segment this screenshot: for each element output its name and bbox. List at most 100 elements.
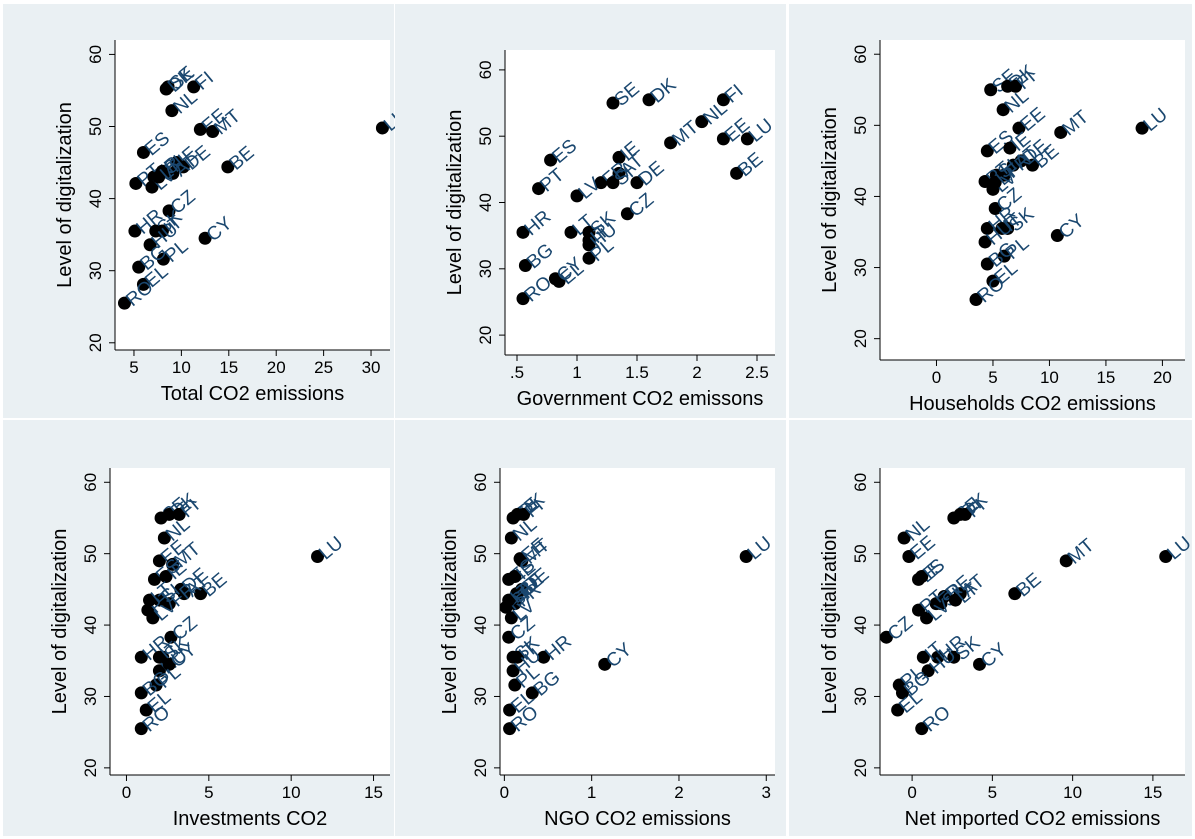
x-tick-label: 5: [204, 783, 213, 802]
data-point: [162, 657, 176, 671]
x-tick-label: 20: [1153, 368, 1172, 387]
data-point: [1054, 125, 1068, 139]
data-point: [206, 125, 220, 139]
data-point: [152, 664, 166, 678]
data-point: [544, 153, 558, 167]
data-point: [164, 630, 178, 644]
x-tick-label: 5: [129, 358, 138, 377]
y-tick-label: 20: [851, 758, 870, 777]
data-point: [159, 82, 173, 96]
data-point: [879, 630, 893, 644]
data-point: [739, 550, 753, 564]
data-point: [1026, 158, 1039, 172]
data-point: [193, 122, 207, 136]
data-point: [162, 597, 176, 611]
y-tick-label: 60: [471, 473, 490, 492]
x-tick-label: 20: [267, 358, 286, 377]
y-axis-title: Level of digitalization: [439, 529, 461, 715]
data-point: [948, 593, 962, 607]
y-tick-label: 60: [86, 45, 105, 64]
data-point: [730, 166, 744, 180]
x-axis-title: Households CO2 emissions: [909, 393, 1156, 415]
data-point: [973, 657, 987, 671]
x-tick-label: 10: [1040, 368, 1059, 387]
data-point: [1009, 79, 1023, 93]
data-point: [612, 150, 626, 164]
data-point: [515, 554, 529, 568]
data-point: [1003, 141, 1017, 155]
data-point: [516, 225, 530, 239]
data-point: [159, 570, 173, 584]
data-point: [1135, 121, 1149, 135]
data-point: [502, 630, 516, 644]
data-point: [157, 531, 171, 545]
data-point: [147, 572, 161, 586]
data-point: [162, 507, 176, 521]
data-point: [716, 93, 730, 107]
data-point: [143, 238, 157, 252]
data-point: [606, 176, 620, 190]
y-tick-label: 40: [81, 616, 100, 635]
data-point: [152, 650, 166, 664]
data-point: [988, 175, 1002, 189]
data-point: [996, 103, 1010, 117]
data-point: [152, 593, 166, 607]
data-point: [986, 274, 1000, 288]
x-tick-label: 15: [364, 783, 383, 802]
data-point: [620, 207, 634, 221]
data-point: [129, 176, 143, 190]
data-point: [162, 204, 176, 218]
x-tick-label: 15: [1096, 368, 1115, 387]
y-axis-title: Level of digitalization: [819, 107, 841, 293]
x-tick-label: 1: [572, 363, 581, 382]
data-point: [1050, 229, 1064, 243]
data-point: [311, 550, 325, 564]
data-point: [516, 292, 530, 306]
x-tick-label: 10: [282, 783, 301, 802]
data-point: [630, 176, 644, 190]
data-point: [1059, 554, 1073, 568]
x-axis-title: Net imported CO2 emissions: [905, 808, 1161, 830]
plot-area: [115, 40, 390, 350]
x-tick-label: 10: [1063, 783, 1082, 802]
data-point: [980, 144, 994, 158]
data-point: [502, 593, 516, 607]
data-point: [532, 182, 546, 196]
y-tick-label: 50: [851, 544, 870, 563]
y-axis-title: Level of digitalization: [819, 529, 841, 715]
data-point: [117, 296, 131, 310]
data-point: [152, 170, 166, 184]
y-tick-label: 20: [86, 333, 105, 352]
y-tick-label: 30: [851, 687, 870, 706]
data-point: [921, 664, 935, 678]
data-point: [988, 202, 1002, 216]
data-point: [740, 132, 754, 146]
y-tick-label: 50: [476, 127, 495, 146]
y-tick-label: 30: [476, 259, 495, 278]
data-point: [891, 703, 905, 717]
data-point: [152, 554, 166, 568]
x-tick-label: 2.5: [745, 363, 769, 382]
chart-panel-4: 20 30 40 50 60 0 5 10 15 Investments CO2 Level of …: [3, 420, 394, 836]
data-point: [146, 611, 160, 625]
data-point: [518, 258, 532, 272]
chart-panel-5: 20 30 40 50 60 0 1 2 3 NGO CO2 emissions Level of …: [395, 420, 786, 836]
x-tick-label: 3: [762, 783, 771, 802]
plot-area: [505, 50, 775, 355]
data-point: [902, 550, 916, 564]
y-axis-title: Level of digitalization: [49, 529, 71, 715]
data-point: [564, 225, 578, 239]
data-point: [895, 686, 909, 700]
x-tick-label: 0: [500, 783, 509, 802]
y-tick-label: 30: [851, 258, 870, 277]
data-point: [172, 507, 186, 521]
data-point: [1006, 158, 1020, 172]
y-axis-title: Level of digitalization: [444, 110, 466, 296]
data-point: [958, 507, 972, 521]
x-axis-title: Government CO2 emissons: [517, 388, 764, 410]
data-point: [136, 277, 150, 291]
x-axis-title: Investments CO2: [173, 808, 328, 830]
data-point: [997, 249, 1011, 263]
y-tick-label: 40: [471, 616, 490, 635]
